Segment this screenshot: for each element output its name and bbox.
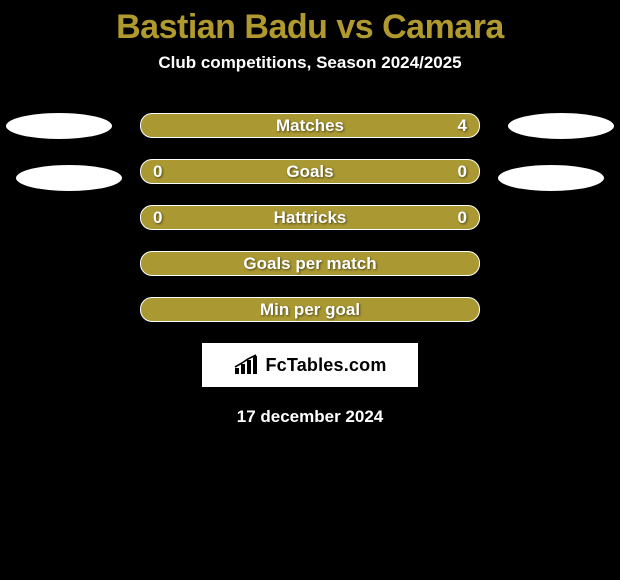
stat-row-matches: Matches 4: [140, 113, 480, 138]
stat-left-value: 0: [153, 162, 162, 182]
date-text: 17 december 2024: [0, 407, 620, 427]
stat-label: Min per goal: [260, 300, 360, 320]
bar-chart-icon: [233, 354, 261, 376]
stat-row-hattricks: 0 Hattricks 0: [140, 205, 480, 230]
stat-row-goals: 0 Goals 0: [140, 159, 480, 184]
stat-label: Matches: [276, 116, 344, 136]
brand-badge: FcTables.com: [202, 343, 418, 387]
player-left-shape-2: [16, 165, 122, 191]
stat-row-min-per-goal: Min per goal: [140, 297, 480, 322]
stat-label: Goals: [286, 162, 333, 182]
stat-right-value: 0: [458, 208, 467, 228]
stat-row-goals-per-match: Goals per match: [140, 251, 480, 276]
player-left-shape-1: [6, 113, 112, 139]
stat-right-value: 4: [458, 116, 467, 136]
page-title: Bastian Badu vs Camara: [0, 0, 620, 53]
player-right-shape-1: [508, 113, 614, 139]
stat-label: Hattricks: [274, 208, 347, 228]
stat-label: Goals per match: [243, 254, 376, 274]
brand-text: FcTables.com: [265, 355, 386, 376]
stat-right-value: 0: [458, 162, 467, 182]
subtitle: Club competitions, Season 2024/2025: [0, 53, 620, 113]
player-right-shape-2: [498, 165, 604, 191]
stats-container: Matches 4 0 Goals 0 0 Hattricks 0 Goals …: [0, 113, 620, 322]
stat-left-value: 0: [153, 208, 162, 228]
